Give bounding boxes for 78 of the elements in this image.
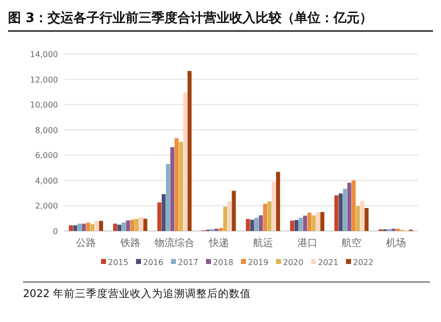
y-tick-label: 10,000	[30, 100, 58, 110]
bar	[183, 92, 188, 231]
bar	[356, 206, 360, 231]
bar	[303, 216, 308, 231]
x-tick-label: 公路	[76, 237, 96, 249]
bar	[130, 220, 134, 231]
bar	[250, 220, 254, 231]
x-tick-label: 铁路	[119, 237, 140, 249]
bar	[134, 218, 139, 231]
bar	[232, 190, 236, 231]
bar	[86, 222, 90, 231]
y-tick-label: 14,000	[30, 50, 58, 59]
bar	[352, 180, 356, 231]
y-tick-label: 2,000	[35, 202, 58, 211]
legend-label: 2019	[248, 258, 268, 267]
y-tick-label: 6,000	[35, 151, 58, 160]
bar	[77, 224, 82, 231]
y-tick-label: 12,000	[30, 75, 58, 84]
bar	[170, 147, 174, 231]
bar	[162, 194, 166, 231]
bar	[290, 220, 294, 231]
bar	[68, 225, 73, 231]
legend-label: 2015	[108, 258, 128, 267]
text: 2022 年前三季度营业收入为追溯调整后的数值	[23, 287, 252, 300]
x-tick-label: 航运	[253, 237, 274, 249]
bar	[272, 182, 276, 231]
title: 图 3：交运各子行业前三季度合计营业收入比较（单位：亿元）	[8, 11, 373, 26]
bar	[312, 215, 316, 231]
bar	[94, 220, 99, 231]
bar	[246, 218, 250, 231]
bar	[267, 201, 272, 231]
bar	[73, 225, 78, 231]
bar	[90, 224, 94, 231]
bar	[218, 228, 223, 231]
legend-label: 2020	[283, 258, 304, 267]
bar	[99, 220, 104, 231]
legend-label: 2018	[213, 258, 234, 267]
bar	[347, 182, 352, 231]
x-tick-label: 物流综合	[154, 237, 195, 249]
bar	[276, 172, 280, 231]
bar	[298, 218, 303, 231]
legend-label: 2017	[178, 258, 198, 267]
bar	[316, 212, 320, 231]
bar	[157, 202, 162, 231]
y-tick-label: 0	[52, 227, 58, 236]
bar	[342, 188, 348, 231]
bar	[82, 224, 86, 231]
bar	[228, 201, 232, 231]
legend-label: 2021	[318, 258, 338, 267]
bar	[117, 224, 122, 231]
bar	[334, 195, 338, 231]
x-tick-label: 航空	[342, 237, 362, 249]
x-tick-label: 机场	[386, 237, 406, 249]
legend-label: 2022	[353, 258, 374, 267]
bar	[139, 217, 144, 231]
legend-label: 2016	[143, 258, 164, 267]
bar	[122, 222, 126, 231]
bar	[360, 200, 364, 231]
bar	[223, 206, 228, 231]
bar	[320, 212, 324, 231]
bar	[338, 193, 343, 231]
y-tick-label: 8,000	[35, 126, 58, 135]
bar	[143, 218, 148, 231]
bar	[254, 218, 259, 231]
bar	[263, 204, 268, 231]
bar	[294, 220, 298, 231]
bar	[188, 70, 192, 231]
bar	[174, 138, 179, 231]
bar	[113, 224, 118, 231]
bar	[307, 212, 312, 231]
bar	[258, 215, 263, 231]
y-tick-label: 4,000	[35, 176, 58, 186]
bar	[364, 208, 369, 231]
bar	[166, 164, 170, 231]
bar	[126, 220, 130, 231]
x-tick-label: 快递	[208, 237, 229, 249]
x-tick-label: 港口	[297, 237, 318, 249]
bar	[178, 142, 183, 231]
